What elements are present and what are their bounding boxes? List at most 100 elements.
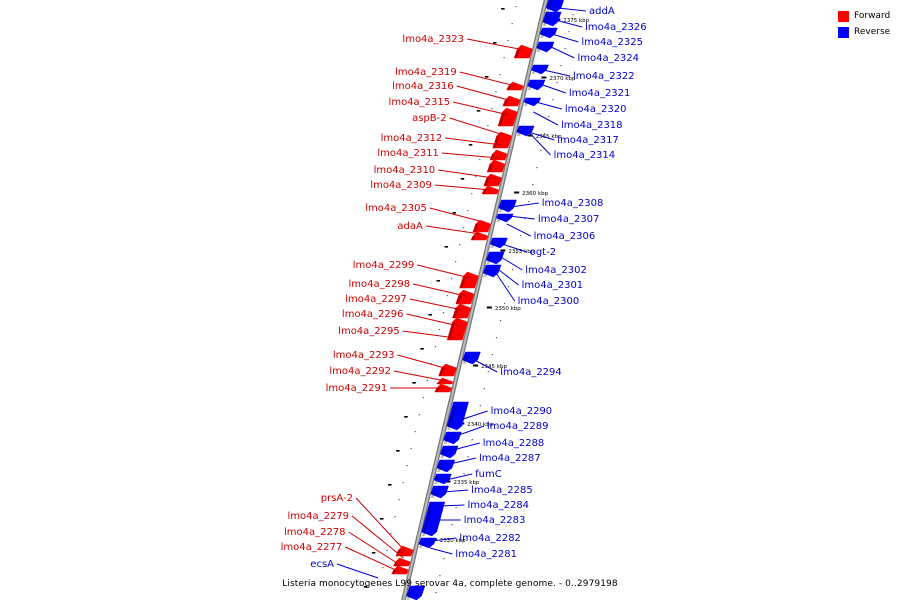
forward-swatch <box>838 10 849 22</box>
track-dot <box>451 524 453 526</box>
forward-gene-label-text: lmo4a_2299 <box>353 260 415 271</box>
forward-gene-label-text: lmo4a_2305 <box>365 203 427 214</box>
forward-gene-label: lmo4a_2305 <box>365 203 484 223</box>
reverse-gene-glyph <box>446 401 469 431</box>
track-dot <box>572 14 574 16</box>
reverse-gene-glyph <box>443 431 462 445</box>
reverse-gene-label: lmo4a_2283 <box>436 515 525 526</box>
forward-gene-label-text: lmo4a_2293 <box>333 350 395 361</box>
reverse-gene-label: lmo4a_2322 <box>543 69 635 82</box>
track-dot <box>386 550 388 552</box>
reverse-gene-label: lmo4a_2325 <box>551 33 643 48</box>
reverse-gene-label: lmo4a_2320 <box>535 101 627 115</box>
scale-tick <box>468 144 473 146</box>
reverse-gene-glyph <box>418 537 437 549</box>
forward-gene-label: lmo4a_2319 <box>395 67 516 87</box>
forward-gene-label: lmo4a_2309 <box>370 180 491 191</box>
track-dot <box>479 159 481 161</box>
scale-tick <box>412 382 416 384</box>
track-dot <box>512 269 514 271</box>
kbp-label: 2355 kbp <box>508 249 534 255</box>
kbp-label: 2330 kbp <box>440 538 466 544</box>
forward-gene-label-text: lmo4a_2277 <box>281 542 343 553</box>
reverse-gene-label: lmo4a_2318 <box>533 111 623 131</box>
forward-gene-glyph <box>486 159 506 173</box>
track-dot <box>552 99 554 101</box>
track-dot <box>414 431 416 433</box>
reverse-gene-label: lmo4a_2288 <box>452 438 544 451</box>
reverse-gene-label: lmo4a_2300 <box>494 271 579 307</box>
track-dot <box>434 346 437 348</box>
kbp-label: 2340 kbp <box>467 422 493 428</box>
track-dot <box>548 116 550 118</box>
track-dot <box>495 337 498 339</box>
reverse-gene-label-text: lmo4a_2322 <box>573 71 635 82</box>
map-caption: Listeria monocytogenes L99 serovar 4a, c… <box>282 579 618 589</box>
track-dot <box>507 286 510 288</box>
track-dot <box>455 261 457 263</box>
kbp-label: 2345 kbp <box>481 364 507 370</box>
track-dot <box>499 74 501 76</box>
scale-tick <box>396 450 400 452</box>
reverse-gene-label-text: lmo4a_2320 <box>565 104 627 115</box>
reverse-gene-label-text: lmo4a_2318 <box>561 120 623 131</box>
track-dot <box>459 244 461 246</box>
legend-forward: Forward <box>838 9 890 23</box>
forward-gene-label-text: lmo4a_2295 <box>338 326 400 337</box>
track-dot <box>467 456 469 458</box>
forward-gene-label-text: lmo4a_2278 <box>284 527 346 538</box>
reverse-gene-label-text: lmo4a_2287 <box>479 453 541 464</box>
reverse-gene-glyph <box>495 213 514 223</box>
reverse-gene-glyph <box>489 237 508 249</box>
track-dot <box>568 31 570 33</box>
reverse-gene-label: lmo4a_2287 <box>449 453 541 465</box>
forward-gene-label: lmo4a_2293 <box>333 350 449 370</box>
kbp-tick <box>473 364 479 367</box>
scale-tick <box>476 110 481 112</box>
track-dot <box>450 278 453 280</box>
reverse-gene-glyph <box>498 199 517 213</box>
track-dot <box>520 235 522 237</box>
track-dot <box>516 252 518 254</box>
reverse-gene-glyph <box>439 445 459 459</box>
reverse-gene-label: lmo4a_2314 <box>528 131 615 161</box>
track-dot <box>447 541 449 543</box>
scale-tick <box>428 314 432 316</box>
forward-gene-label-text: lmo4a_2311 <box>377 148 439 159</box>
track-dot <box>435 592 437 594</box>
track-dot <box>443 558 445 560</box>
track-dot <box>487 125 489 127</box>
reverse-gene-glyph <box>421 501 446 537</box>
reverse-gene-label-text: lmo4a_2317 <box>557 135 619 146</box>
reverse-gene-label-text: lmo4a_2284 <box>467 500 529 511</box>
track-dot <box>491 108 493 110</box>
forward-gene-label-text: prsA-2 <box>321 493 353 504</box>
track-dot <box>536 167 538 169</box>
scale-tick <box>379 518 384 520</box>
track-dot <box>495 91 497 93</box>
reverse-gene-label-text: lmo4a_2325 <box>581 37 643 48</box>
track-dot <box>390 533 392 535</box>
scale-tick <box>444 246 449 248</box>
track-dot <box>540 150 542 152</box>
forward-gene-label: lmo4a_2291 <box>326 383 444 394</box>
forward-gene-label-text: lmo4a_2323 <box>402 34 464 45</box>
reverse-gene-label: lmo4a_2307 <box>508 214 599 225</box>
reverse-gene-label: lmo4a_2281 <box>429 547 517 560</box>
reverse-gene-label: addA <box>558 6 615 17</box>
forward-gene-glyph <box>459 271 479 289</box>
reverse-gene-glyph <box>527 79 546 91</box>
track-dot <box>475 422 477 424</box>
forward-gene-label: lmo4a_2298 <box>349 279 466 297</box>
track-dot <box>471 439 473 441</box>
forward-gene-label: lmo4a_2310 <box>374 165 494 179</box>
track-dot <box>515 6 517 8</box>
reverse-gene-label-text: lmo4a_2290 <box>491 406 553 417</box>
track-dot <box>422 397 424 399</box>
forward-gene-label: lmo4a_2296 <box>342 309 459 327</box>
reverse-gene-label-text: addA <box>589 6 615 17</box>
reverse-gene-glyph <box>430 485 449 499</box>
track-dot <box>483 388 485 390</box>
forward-gene-label-text: aspB-2 <box>412 113 447 124</box>
